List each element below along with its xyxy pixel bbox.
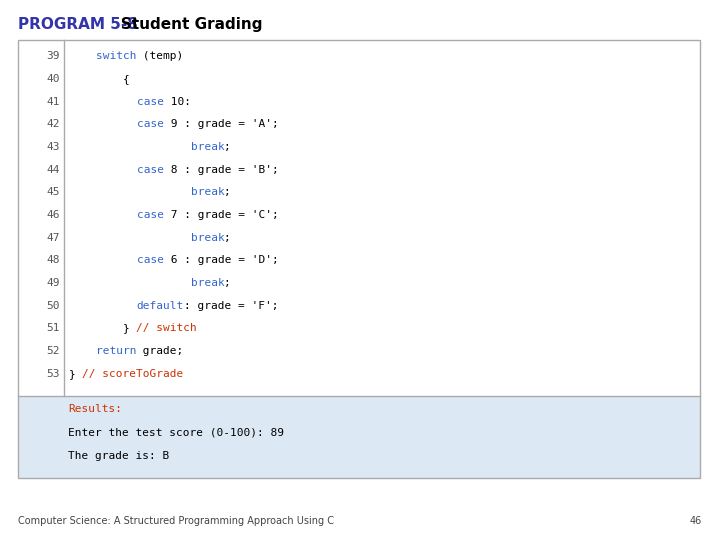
Text: return: return [96, 346, 137, 356]
Text: break: break [191, 233, 224, 243]
Text: 52: 52 [47, 346, 60, 356]
Text: 39: 39 [47, 51, 60, 62]
Text: switch: switch [69, 51, 137, 62]
Text: ;: ; [224, 187, 231, 198]
Text: 40: 40 [47, 74, 60, 84]
Text: case: case [137, 119, 163, 130]
Text: PROGRAM 5-8: PROGRAM 5-8 [18, 17, 138, 32]
Text: // scoreToGrade: // scoreToGrade [83, 369, 184, 379]
Text: ;: ; [224, 233, 231, 243]
Text: 50: 50 [47, 301, 60, 310]
Text: 42: 42 [47, 119, 60, 130]
Text: ;: ; [224, 278, 231, 288]
Text: 53: 53 [47, 369, 60, 379]
Text: Computer Science: A Structured Programming Approach Using C: Computer Science: A Structured Programmi… [18, 516, 334, 526]
Text: default: default [137, 301, 184, 310]
Text: (temp): (temp) [137, 51, 184, 62]
Text: 6 : grade = 'D';: 6 : grade = 'D'; [163, 255, 278, 265]
Text: }: } [69, 323, 137, 333]
Text: break: break [191, 278, 224, 288]
Text: The grade is: B: The grade is: B [68, 451, 169, 461]
Text: case: case [137, 97, 163, 107]
Text: 43: 43 [47, 142, 60, 152]
Text: 48: 48 [47, 255, 60, 265]
Text: : grade = 'F';: : grade = 'F'; [184, 301, 278, 310]
Text: case: case [137, 255, 163, 265]
Text: 46: 46 [47, 210, 60, 220]
Text: 41: 41 [47, 97, 60, 107]
Text: case: case [137, 210, 163, 220]
Text: 45: 45 [47, 187, 60, 198]
Bar [18, 396, 700, 478]
Bar [18, 40, 700, 478]
Text: ;: ; [224, 142, 231, 152]
Text: grade;: grade; [137, 346, 184, 356]
Text: 46: 46 [690, 516, 702, 526]
Text: 49: 49 [47, 278, 60, 288]
Text: 7 : grade = 'C';: 7 : grade = 'C'; [163, 210, 278, 220]
Text: break: break [191, 187, 224, 198]
Text: 44: 44 [47, 165, 60, 175]
Text: 47: 47 [47, 233, 60, 243]
Text: Results:: Results: [68, 404, 122, 414]
Text: // switch: // switch [137, 323, 197, 333]
Text: }: } [69, 369, 83, 379]
Text: Student Grading: Student Grading [105, 17, 263, 32]
Text: break: break [191, 142, 224, 152]
Text: 51: 51 [47, 323, 60, 333]
Text: 10:: 10: [163, 97, 191, 107]
Text: 9 : grade = 'A';: 9 : grade = 'A'; [163, 119, 278, 130]
Text: case: case [137, 165, 163, 175]
Bar [18, 40, 700, 396]
Text: {: { [69, 74, 130, 84]
Text: Enter the test score (0-100): 89: Enter the test score (0-100): 89 [68, 427, 284, 437]
Text: 8 : grade = 'B';: 8 : grade = 'B'; [163, 165, 278, 175]
